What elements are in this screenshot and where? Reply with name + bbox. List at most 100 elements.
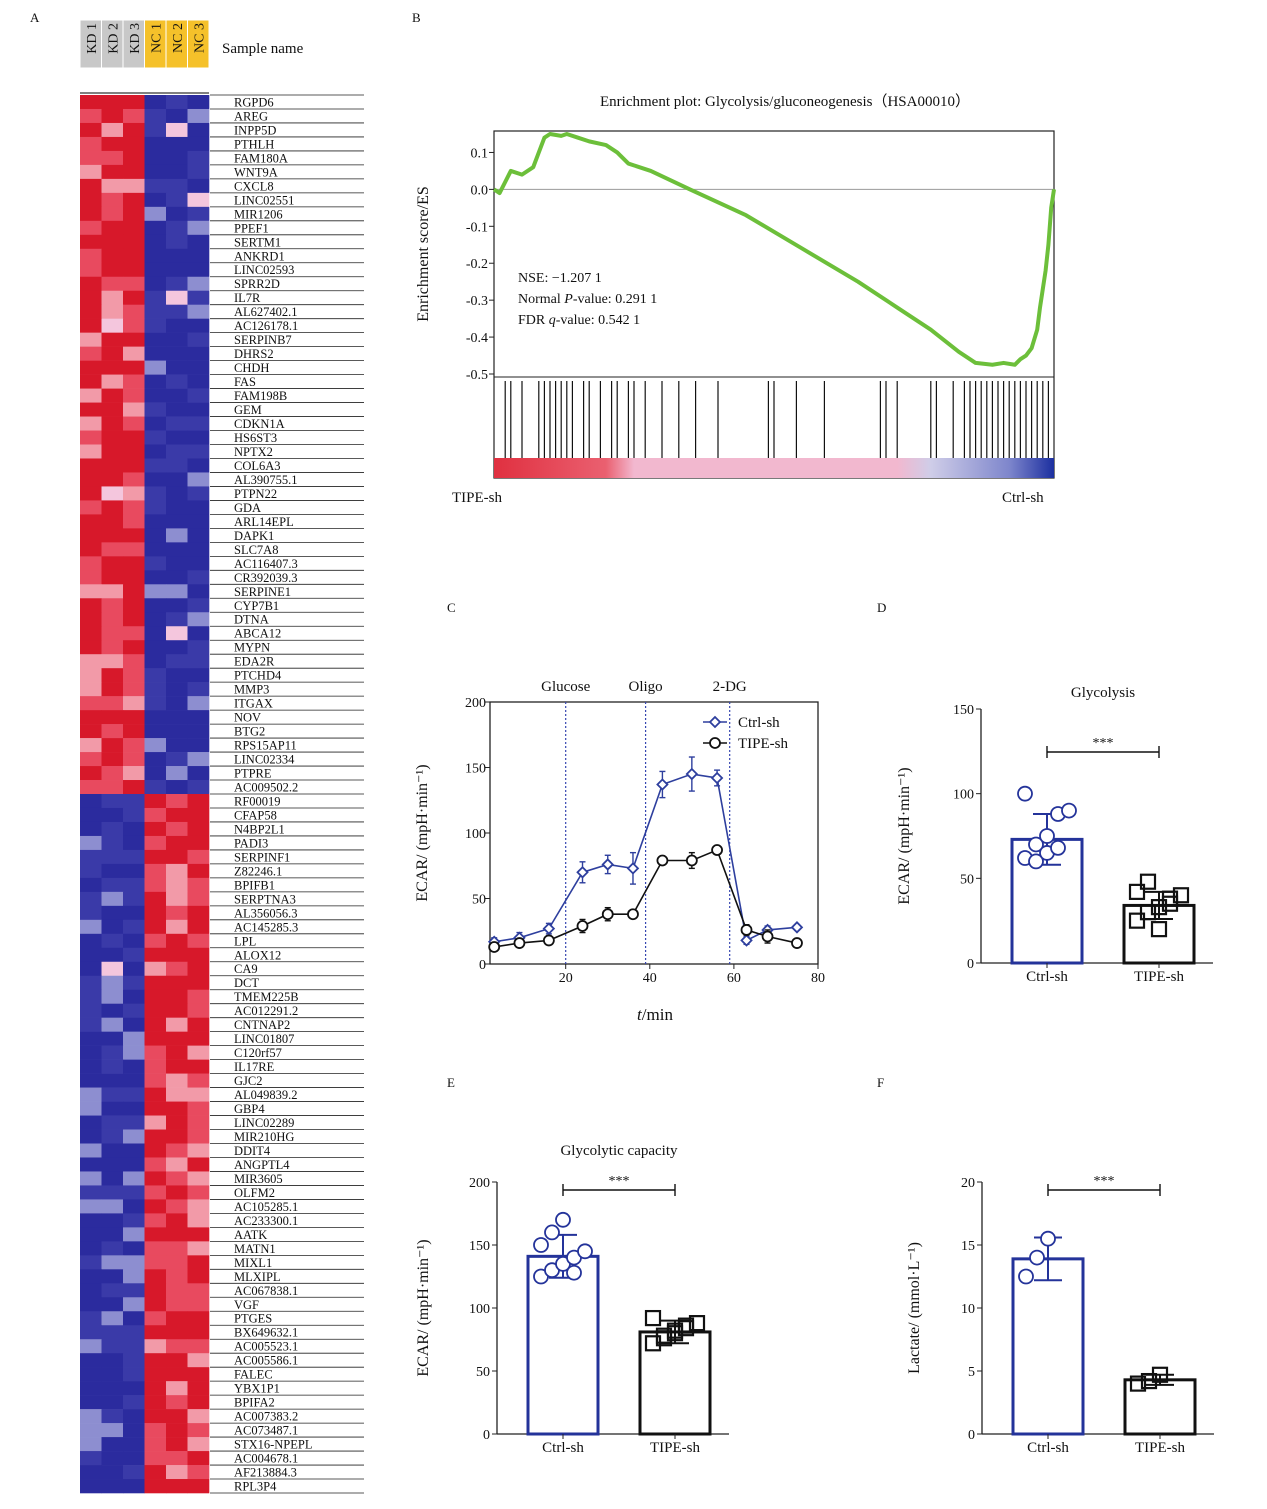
heatmap-cell [166,220,188,236]
significance-stars: *** [1094,1174,1115,1189]
data-point-circle [761,930,774,943]
heatmap-cell [101,807,124,823]
heatmap-cell [187,1423,210,1438]
heatmap-cell [144,164,167,180]
data-point-circle [1061,802,1077,819]
y-axis-label: ECAR/ (mpH·min⁻¹) [414,764,431,901]
gene-label: RPS15AP11 [234,739,297,753]
heatmap-cell [166,766,188,781]
gene-label: HS6ST3 [234,431,277,445]
heatmap-cell [101,290,124,305]
data-point-circle [533,1237,549,1253]
heatmap-cell [123,989,145,1004]
heatmap-cell [101,626,124,641]
heatmap-cell [166,500,188,515]
heatmap-cell [166,150,188,166]
gene-label: YBX1P1 [234,1382,280,1396]
heatmap-cell [80,1185,102,1200]
heatmap-cell [144,1143,167,1158]
heatmap-cell [144,1437,167,1452]
heatmap-cell [187,1255,210,1270]
heatmap-cell [123,542,145,557]
heatmap-cell [166,584,188,599]
heatmap-cell [187,919,210,935]
heatmap-cell [187,95,210,110]
data-point-circle [566,1264,582,1281]
heatmap-cell [187,1045,210,1060]
heatmap-cell [144,360,167,375]
heatmap-cell [101,360,124,375]
heatmap-cell [187,1395,210,1410]
heatmap-cell [166,304,188,319]
gene-label: DDIT4 [234,1144,271,1158]
heatmap-cell [123,444,145,459]
heatmap-cells [80,95,210,1494]
heatmap-cell [101,192,124,208]
heatmap-cell [101,1129,124,1144]
heatmap-cell [187,220,210,236]
heatmap-cell [187,1409,210,1424]
gene-label: BPIFA2 [234,1396,275,1410]
heatmap-cell [166,1409,188,1424]
heatmap-cell [166,1143,188,1158]
heatmap-cell [166,989,188,1004]
heatmap-cell [144,304,167,319]
heatmap-cell [187,234,210,250]
heatmap-cell [101,164,124,180]
heatmap-cell [187,766,210,781]
heatmap-cell [166,780,188,795]
gene-label: GDA [234,501,261,515]
heatmap-cell [123,1073,145,1088]
gene-label: AF213884.3 [234,1466,297,1480]
heatmap-cell [80,1437,102,1452]
heatmap-cell [144,1311,167,1326]
heatmap-cell [144,570,167,585]
heatmap-cell [101,794,124,809]
heatmap-cell [101,122,124,138]
heatmap-cell [80,1353,102,1368]
heatmap-cell [101,95,124,110]
heatmap-cell [166,1045,188,1060]
heatmap-cell [166,1339,188,1354]
heatmap-cell [166,1157,188,1172]
heatmap-cell [101,919,124,935]
heatmap-cell [80,276,102,292]
heatmap-cell [166,360,188,375]
heatmap-cell [166,388,188,403]
gene-label: GEM [234,403,262,417]
heatmap-cell [80,612,102,627]
gene-label: WNT9A [234,165,278,179]
heatmap-cell [80,150,102,166]
heatmap-cell [166,528,188,543]
heatmap-cell [166,136,188,152]
heatmap-cell [80,416,102,431]
heatmap-cell [166,1129,188,1144]
gene-label: EDA2R [234,655,275,669]
stat-text: NSE: −1.207 1 [518,271,602,286]
gene-label: DAPK1 [234,529,274,543]
heatmap-cell [101,821,124,837]
gene-label: CR392039.3 [234,571,298,585]
heatmap-cell [166,346,188,361]
heatmap-cell [123,95,145,110]
data-point-square [1172,887,1190,904]
heatmap-cell [80,1087,102,1102]
heatmap-cell [144,1395,167,1410]
heatmap-cell [166,290,188,305]
heatmap-cell [80,1395,102,1410]
data-point-circle [577,1243,593,1260]
heatmap-cell [80,542,102,557]
data-point-square [1129,1375,1147,1392]
heatmap-cell [187,710,210,725]
data-point-square [1139,904,1157,921]
heatmap-cell [80,122,102,138]
heatmap-cell [144,178,167,194]
heatmap-cell [101,220,124,236]
heatmap-cell [144,1115,167,1130]
heatmap-cell [123,849,145,865]
heatmap-cell [187,1171,210,1186]
data-point-circle [656,854,669,867]
heatmap-cell [144,472,167,487]
x-tick-label: Ctrl-sh [1027,1440,1069,1456]
gene-label: AC067838.1 [234,1284,298,1298]
